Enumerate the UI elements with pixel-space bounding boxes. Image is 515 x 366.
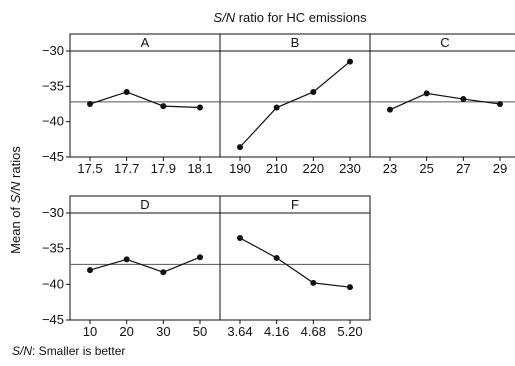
series-line	[239, 237, 351, 288]
panel-d: D 10 20 30 50 −30 −35 −40 −45	[42, 195, 221, 339]
x-tick-label: 5.20	[337, 324, 362, 339]
panel-c: C 23 25 27 29	[369, 33, 515, 176]
panel-frame	[369, 33, 515, 158]
panel-label: A	[141, 35, 150, 50]
data-point	[310, 88, 317, 95]
data-point	[310, 279, 317, 286]
x-tick-label: 23	[383, 161, 397, 176]
data-point	[460, 96, 467, 103]
data-point	[237, 144, 243, 151]
x-tick-label: 30	[156, 324, 170, 339]
panel-label: B	[291, 35, 300, 50]
series-line	[89, 256, 201, 273]
x-tick-label: 4.16	[264, 324, 289, 339]
data-point	[273, 254, 280, 261]
panel-label: D	[140, 197, 149, 212]
x-tick-label: 17.5	[77, 161, 102, 176]
x-tick-label: 18.1	[187, 161, 212, 176]
data-point	[347, 284, 353, 291]
x-tick-label: 3.64	[227, 324, 252, 339]
data-point	[423, 90, 430, 97]
data-point	[347, 58, 353, 65]
x-tick-label: 230	[339, 161, 361, 176]
x-tick-label: 27	[456, 161, 470, 176]
x-tick-label: 17.7	[114, 161, 139, 176]
data-point	[197, 104, 203, 111]
data-point	[273, 104, 280, 111]
y-tick-label: −30	[42, 205, 64, 220]
series-line	[239, 61, 351, 148]
data-point	[160, 269, 167, 276]
y-tick-label: −30	[42, 43, 64, 58]
x-tick-label: 4.68	[301, 324, 326, 339]
data-point	[123, 256, 130, 263]
y-tick-label: −40	[42, 276, 64, 291]
x-tick-label: 210	[266, 161, 288, 176]
data-point	[160, 103, 167, 110]
y-axis-label: Mean of S/N ratios	[8, 146, 23, 254]
x-tick-label: 190	[229, 161, 251, 176]
panel-label: F	[291, 197, 299, 212]
y-tick-label: −35	[42, 78, 64, 93]
x-tick-label: 17.9	[151, 161, 176, 176]
series-line	[389, 92, 501, 111]
x-tick-label: 29	[493, 161, 507, 176]
y-tick-label: −40	[42, 114, 64, 129]
panel-frame	[69, 33, 221, 158]
x-tick-label: 25	[419, 161, 433, 176]
data-point	[237, 234, 243, 241]
panel-f: F 3.64 4.16 4.68 5.20	[219, 195, 371, 339]
panel-b: B 190 210 220 230	[219, 33, 371, 176]
footnote: S/N: Smaller is better	[12, 344, 125, 358]
y-tick-label: −45	[42, 312, 64, 327]
panel-frame	[219, 33, 371, 158]
series-line	[89, 91, 201, 109]
data-point	[387, 106, 393, 113]
x-tick-label: 50	[193, 324, 207, 339]
x-tick-label: 220	[302, 161, 324, 176]
y-tick-label: −45	[42, 149, 64, 164]
data-point	[123, 88, 130, 95]
data-point	[87, 267, 93, 274]
x-tick-label: 10	[83, 324, 97, 339]
panel-label: C	[440, 35, 449, 50]
data-point	[87, 101, 93, 107]
chart-title: S/N ratio for HC emissions	[213, 10, 367, 25]
data-point	[497, 101, 503, 107]
panel-a: A 17.5 17.7 17.9 18.1 −30 −35 −40 −45	[42, 33, 221, 176]
panel-frame	[219, 195, 371, 321]
data-point	[197, 254, 203, 261]
y-tick-label: −35	[42, 241, 64, 256]
x-tick-label: 20	[119, 324, 133, 339]
